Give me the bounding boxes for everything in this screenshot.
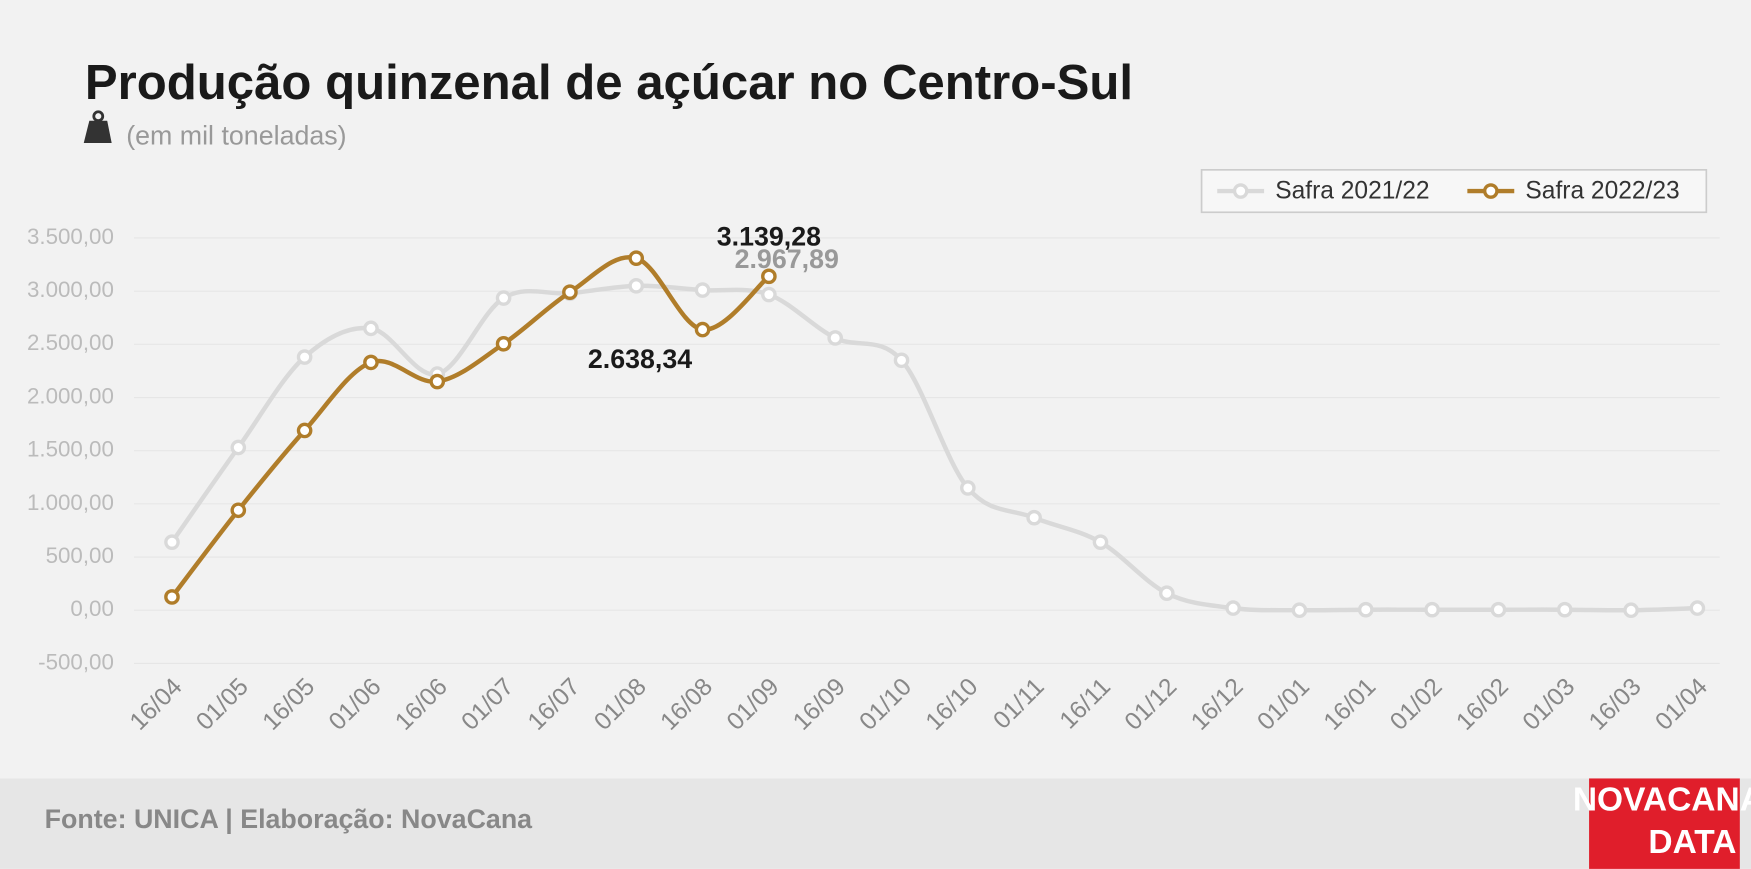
data-point bbox=[562, 284, 578, 301]
legend-marker bbox=[1232, 183, 1249, 199]
y-tick-label: 1.500,00 bbox=[27, 437, 114, 462]
chart-subtitle: (em mil toneladas) bbox=[126, 121, 346, 151]
y-tick-label: 500,00 bbox=[46, 543, 114, 568]
y-tick-label: 1.000,00 bbox=[27, 490, 114, 515]
logo-text: DATA bbox=[1648, 824, 1736, 861]
data-label: 3.139,28 bbox=[717, 221, 821, 251]
data-point bbox=[495, 290, 512, 306]
y-tick-label: 2.500,00 bbox=[27, 330, 114, 355]
source: Fonte: UNICA | Elaboração: NovaCana bbox=[45, 804, 534, 834]
data-point bbox=[1424, 601, 1440, 618]
data-point bbox=[1689, 600, 1706, 616]
data-point bbox=[1357, 601, 1374, 618]
legend-label: Safra 2022/23 bbox=[1525, 178, 1679, 205]
data-point bbox=[1490, 601, 1507, 618]
y-tick-label: -500,00 bbox=[38, 649, 114, 674]
legend-box bbox=[1200, 169, 1708, 214]
data-point bbox=[694, 282, 711, 298]
data-point bbox=[495, 335, 512, 352]
data-point bbox=[230, 502, 247, 519]
footer-band bbox=[0, 778, 1751, 869]
data-point bbox=[761, 286, 777, 303]
data-point bbox=[1556, 601, 1573, 618]
data-point bbox=[1092, 534, 1109, 550]
logo-text: NOVACANA bbox=[1573, 782, 1751, 819]
legend-marker bbox=[1482, 183, 1499, 199]
data-point bbox=[761, 268, 777, 285]
y-tick-label: 3.500,00 bbox=[27, 224, 114, 249]
chart-title: Produção quinzenal de açúcar no Centro-S… bbox=[85, 56, 1133, 110]
data-point bbox=[164, 589, 180, 605]
data-point bbox=[960, 480, 976, 496]
data-point bbox=[296, 349, 313, 365]
data-point bbox=[1291, 602, 1308, 619]
data-point bbox=[429, 373, 446, 390]
data-point bbox=[1158, 585, 1175, 602]
data-point bbox=[628, 250, 645, 266]
y-tick-label: 3.000,00 bbox=[27, 277, 114, 302]
y-tick-label: 0,00 bbox=[70, 596, 113, 621]
data-point bbox=[1225, 600, 1241, 616]
weight-icon bbox=[83, 110, 112, 144]
data-point bbox=[1026, 509, 1042, 526]
data-point bbox=[628, 278, 645, 294]
logo-box bbox=[1589, 778, 1740, 869]
data-point bbox=[827, 330, 844, 346]
data-point bbox=[893, 352, 910, 369]
data-point bbox=[230, 439, 247, 456]
legend-label: Safra 2021/22 bbox=[1275, 178, 1429, 205]
y-tick-label: 2.000,00 bbox=[27, 383, 114, 408]
data-point bbox=[164, 534, 180, 550]
data-point bbox=[694, 321, 711, 338]
data-label: 2.638,34 bbox=[588, 344, 692, 374]
data-point bbox=[363, 354, 379, 371]
data-label: 2.967,89 bbox=[735, 244, 839, 274]
data-point bbox=[363, 320, 379, 337]
data-point bbox=[1623, 602, 1639, 619]
series-line bbox=[170, 255, 771, 599]
data-point bbox=[296, 422, 313, 439]
